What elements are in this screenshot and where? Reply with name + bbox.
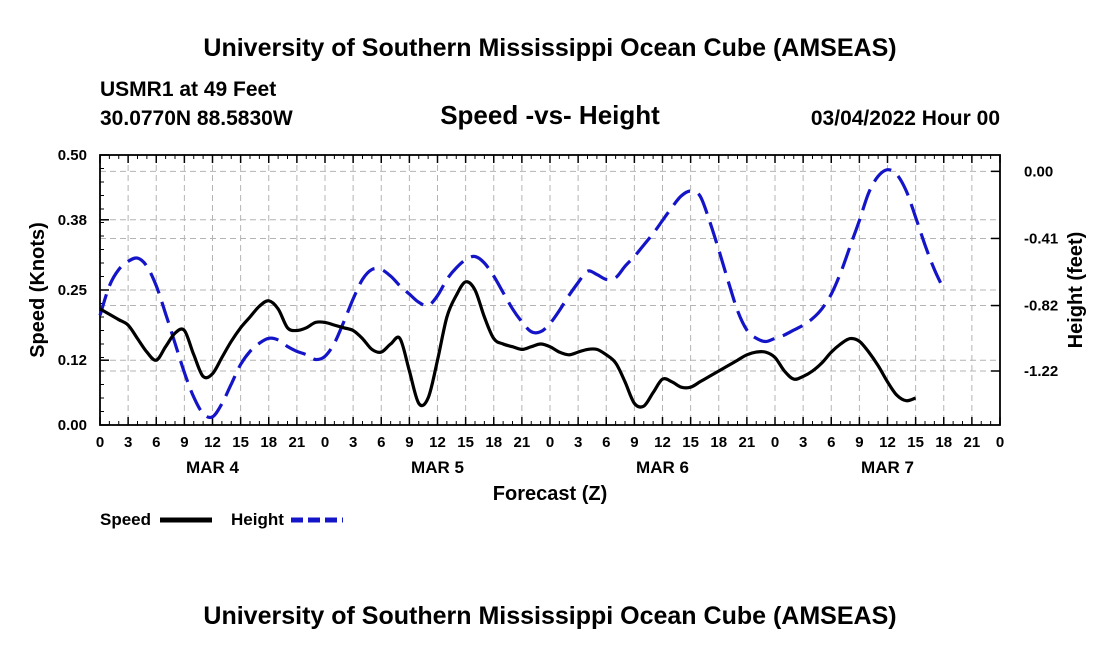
x-tick-label: 9: [405, 434, 413, 451]
y-right-tick-label: -0.41: [1024, 230, 1058, 247]
series: [98, 168, 946, 420]
y-left-tick-label: 0.50: [58, 147, 87, 164]
x-tick-label: 0: [546, 434, 554, 451]
x-tick-label: 18: [260, 434, 277, 451]
y-left-tick-label: 0.00: [58, 417, 87, 434]
x-tick-label: 9: [855, 434, 863, 451]
x-tick-label: 12: [654, 434, 671, 451]
x-tick-label: 18: [710, 434, 727, 451]
x-tick-label: 9: [180, 434, 188, 451]
x-tick-label: 6: [377, 434, 385, 451]
y-right-tick-label: 0.00: [1024, 163, 1053, 180]
y-left-tick-label: 0.12: [58, 352, 87, 369]
x-tick-label: 21: [289, 434, 306, 451]
legend-label-speed: Speed: [100, 510, 151, 529]
date-label: MAR 6: [636, 458, 689, 477]
x-tick-label: 3: [799, 434, 807, 451]
date-label: MAR 5: [411, 458, 464, 477]
x-tick-label: 6: [827, 434, 835, 451]
station-label: USMR1 at 49 Feet: [100, 78, 276, 101]
y-right-tick-label: -0.82: [1024, 298, 1058, 315]
y-axis-right-title: Height (feet): [1065, 232, 1087, 349]
plot-frame: [99, 154, 1001, 426]
y-right-tick-label: -1.22: [1024, 363, 1058, 380]
x-tick-label: 15: [457, 434, 474, 451]
series-line-speed: [99, 280, 917, 409]
x-tick-label: 9: [630, 434, 638, 451]
x-tick-label: 0: [996, 434, 1004, 451]
tick-labels: 0 3 6 9 12 15 18 21 0 3 6 9 12 15 18 21 0 3 6 9 12 15 18 21 0 3 6 9…: [58, 147, 1058, 477]
x-tick-label: 12: [204, 434, 221, 451]
x-tick-label: 15: [682, 434, 699, 451]
x-axis-title: Forecast (Z): [493, 483, 607, 505]
x-tick-label: 3: [349, 434, 357, 451]
x-tick-label: 21: [514, 434, 531, 451]
x-tick-label: 15: [232, 434, 249, 451]
axes: [99, 154, 1001, 426]
date-label: MAR 4: [186, 458, 239, 477]
x-tick-label: 6: [152, 434, 160, 451]
series-line-height: [98, 168, 946, 420]
y-left-tick-label: 0.25: [58, 282, 87, 299]
grid: [100, 155, 1000, 425]
date-label: MAR 7: [861, 458, 914, 477]
main-title: University of Southern Mississippi Ocean…: [203, 34, 896, 62]
x-tick-label: 6: [602, 434, 610, 451]
legend-label-height: Height: [231, 510, 284, 529]
legend: Speed Height: [100, 510, 343, 529]
x-tick-label: 0: [771, 434, 779, 451]
y-left-tick-label: 0.38: [58, 212, 87, 229]
footer-title: University of Southern Mississippi Ocean…: [203, 602, 896, 630]
x-tick-label: 0: [96, 434, 104, 451]
y-axis-left-title: Speed (Knots): [27, 222, 49, 358]
date-label: 03/04/2022 Hour 00: [811, 107, 1000, 130]
coords-label: 30.0770N 88.5830W: [100, 107, 293, 130]
x-tick-label: 12: [429, 434, 446, 451]
x-tick-label: 18: [935, 434, 952, 451]
x-tick-label: 3: [574, 434, 582, 451]
x-tick-label: 18: [485, 434, 502, 451]
x-tick-label: 21: [964, 434, 981, 451]
x-tick-label: 0: [321, 434, 329, 451]
x-tick-label: 3: [124, 434, 132, 451]
x-tick-label: 21: [739, 434, 756, 451]
x-tick-label: 12: [879, 434, 896, 451]
plot-title: Speed -vs- Height: [440, 100, 660, 130]
x-tick-label: 15: [907, 434, 924, 451]
